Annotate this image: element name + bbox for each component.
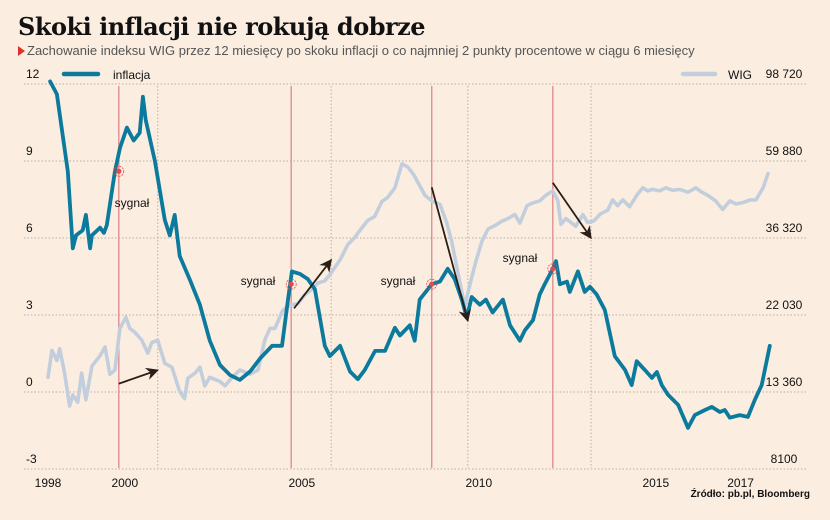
signal-label: sygnał bbox=[381, 274, 416, 288]
signal-label: sygnał bbox=[115, 196, 150, 210]
signal-ring bbox=[113, 165, 125, 177]
right-tick-label: 22 030 bbox=[766, 298, 803, 312]
grid bbox=[24, 83, 808, 470]
triangle-bullet-icon bbox=[18, 46, 25, 56]
x-tick-label: 2017 bbox=[727, 476, 754, 490]
subtitle-text: Zachowanie indeksu WIG przez 12 miesięcy… bbox=[27, 43, 695, 58]
signal-dot bbox=[288, 281, 294, 287]
right-tick-label: 36 320 bbox=[766, 221, 803, 235]
signal-lines bbox=[118, 86, 592, 468]
legend: inflacja WIG bbox=[61, 68, 752, 82]
right-tick-label: 13 360 bbox=[766, 375, 803, 389]
signal-dot bbox=[550, 266, 556, 272]
left-tick-label: 12 bbox=[26, 67, 40, 81]
signal-markers: sygnał sygnał sygnał sygnał bbox=[113, 165, 559, 290]
right-tick-label: 8100 bbox=[771, 452, 798, 466]
right-tick-label: 59 880 bbox=[766, 144, 803, 158]
chart-subtitle: Zachowanie indeksu WIG przez 12 miesięcy… bbox=[18, 43, 695, 58]
source-note: Źródło: pb.pl, Bloomberg bbox=[690, 489, 810, 500]
series-inflacja-line bbox=[48, 79, 772, 430]
chart-title: Skoki inflacji nie rokują dobrze bbox=[18, 12, 426, 41]
left-tick-label: 6 bbox=[26, 221, 33, 235]
left-tick-label: 9 bbox=[26, 144, 33, 158]
x-tick-label: 2010 bbox=[465, 476, 492, 490]
left-tick-label: -3 bbox=[26, 452, 37, 466]
x-tick-label: 1998 bbox=[35, 476, 62, 490]
signal-label: sygnał bbox=[241, 274, 276, 288]
left-tick-label: 0 bbox=[26, 375, 33, 389]
x-tick-label: 2000 bbox=[111, 476, 138, 490]
trend-arrow bbox=[293, 258, 332, 309]
right-tick-label: 98 720 bbox=[766, 67, 803, 81]
series bbox=[46, 79, 772, 430]
trend-arrow bbox=[118, 367, 159, 385]
x-tick-label: 2015 bbox=[642, 476, 669, 490]
signal-dot bbox=[116, 168, 122, 174]
legend-label-wig: WIG bbox=[728, 68, 752, 82]
trend-arrow bbox=[430, 187, 471, 323]
series-wig-line bbox=[46, 162, 770, 408]
signal-label: sygnał bbox=[503, 251, 538, 265]
signal-ring bbox=[285, 278, 297, 290]
tick-labels: 12 98 720 9 59 880 6 36 320 3 22 030 0 13 360 -3 81… bbox=[26, 67, 803, 490]
legend-label-inflacja: inflacja bbox=[113, 68, 151, 82]
signal-ring bbox=[547, 263, 559, 275]
signal-ring bbox=[426, 278, 438, 290]
trend-arrow bbox=[552, 182, 592, 240]
left-tick-label: 3 bbox=[26, 298, 33, 312]
arrows bbox=[118, 182, 592, 385]
signal-dot bbox=[429, 281, 435, 287]
x-tick-label: 2005 bbox=[288, 476, 315, 490]
